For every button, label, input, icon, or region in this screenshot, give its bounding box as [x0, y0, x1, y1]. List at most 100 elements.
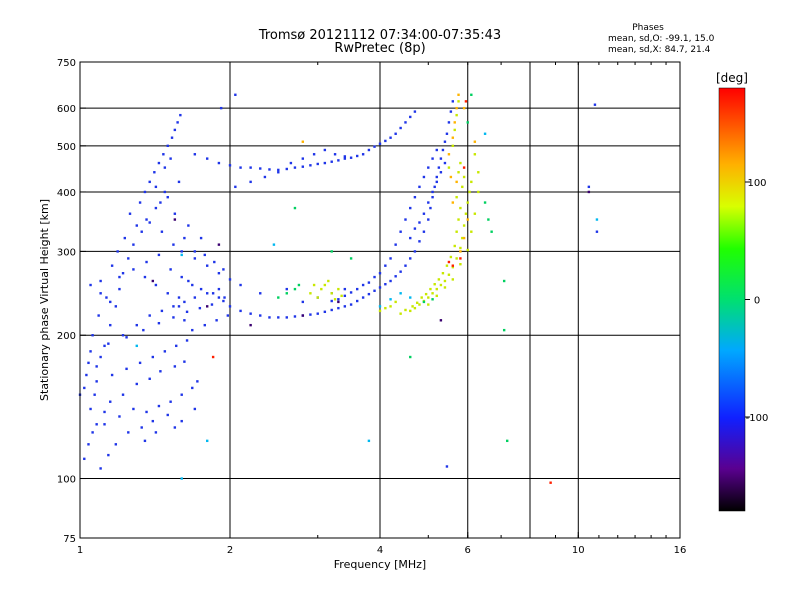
data-point [114, 443, 118, 446]
data-point [154, 206, 158, 210]
data-point [320, 287, 323, 291]
data-point [361, 153, 365, 156]
data-point [199, 287, 203, 291]
data-point [193, 257, 197, 260]
data-point [435, 287, 438, 291]
data-point [418, 240, 421, 243]
data-point [226, 314, 230, 317]
data-point [83, 457, 86, 461]
data-point [109, 300, 112, 304]
colorbar-ticks: 100 0 -100 [745, 178, 768, 424]
x-tick-label: 10 [572, 545, 585, 556]
data-point [285, 287, 288, 291]
data-point [135, 344, 138, 348]
data-point [367, 281, 371, 284]
data-point [439, 157, 443, 160]
data-point [259, 167, 262, 170]
y-tick-label: 100 [57, 475, 76, 486]
data-point [330, 160, 333, 163]
data-point [217, 161, 221, 165]
data-point [87, 361, 90, 365]
data-point [193, 153, 197, 156]
data-point [213, 260, 216, 264]
data-point [145, 260, 148, 264]
data-point [249, 312, 252, 315]
data-point [205, 305, 209, 308]
data-point [272, 243, 276, 246]
x-axis-label: Frequency [MHz] [334, 558, 426, 571]
data-point [154, 185, 158, 189]
data-point [109, 323, 112, 327]
data-point [185, 339, 189, 342]
data-point [196, 380, 199, 383]
data-point [409, 355, 412, 359]
data-point [451, 278, 455, 281]
data-point [367, 292, 371, 296]
data-point [459, 250, 462, 253]
data-point [135, 382, 138, 386]
data-point [413, 110, 417, 113]
data-point [285, 167, 288, 171]
y-tick-label: 750 [57, 58, 76, 69]
data-point [389, 257, 392, 260]
data-point [234, 93, 237, 96]
data-point [183, 236, 186, 240]
data-point [453, 244, 456, 248]
data-point [166, 413, 169, 417]
data-point [157, 321, 161, 325]
data-point [441, 272, 445, 275]
data-point [330, 292, 333, 295]
data-point [449, 255, 453, 259]
data-point [462, 106, 466, 110]
data-point [466, 218, 469, 221]
data-point [316, 312, 319, 315]
data-point [85, 373, 88, 377]
data-point [394, 300, 397, 304]
data-point [595, 230, 599, 233]
data-point [99, 355, 102, 359]
data-point [125, 367, 128, 371]
data-point [415, 301, 419, 304]
data-point [349, 156, 353, 159]
data-point [159, 370, 162, 373]
data-point [453, 128, 456, 132]
data-point [187, 279, 190, 283]
data-point [163, 350, 167, 353]
data-point [239, 166, 242, 169]
data-point [337, 306, 340, 310]
data-point [180, 275, 183, 279]
data-point [443, 279, 447, 283]
data-point [151, 419, 155, 423]
data-point [337, 287, 340, 291]
data-point [173, 128, 177, 132]
data-point [445, 465, 449, 468]
data-point [429, 206, 432, 210]
data-point [399, 312, 402, 315]
data-point [431, 292, 434, 295]
data-point [435, 294, 438, 298]
data-point [180, 253, 183, 257]
data-point [378, 309, 382, 313]
data-point [451, 201, 455, 204]
data-point [404, 308, 407, 312]
data-point [109, 400, 112, 403]
data-point [132, 243, 135, 246]
data-point [103, 423, 106, 426]
data-point [409, 257, 412, 260]
data-point [470, 180, 473, 184]
data-point [435, 180, 438, 184]
data-point [309, 313, 312, 316]
data-point [175, 344, 178, 348]
data-point [470, 93, 473, 96]
data-point [176, 121, 179, 124]
colorbar-tick-label: 0 [754, 296, 760, 307]
data-point [180, 419, 183, 423]
data-point [422, 175, 426, 179]
data-point [173, 218, 177, 221]
data-point [114, 305, 118, 308]
data-point [191, 386, 194, 390]
data-point [455, 106, 458, 110]
data-point [215, 319, 218, 322]
data-point [228, 305, 232, 308]
data-point [99, 279, 102, 283]
